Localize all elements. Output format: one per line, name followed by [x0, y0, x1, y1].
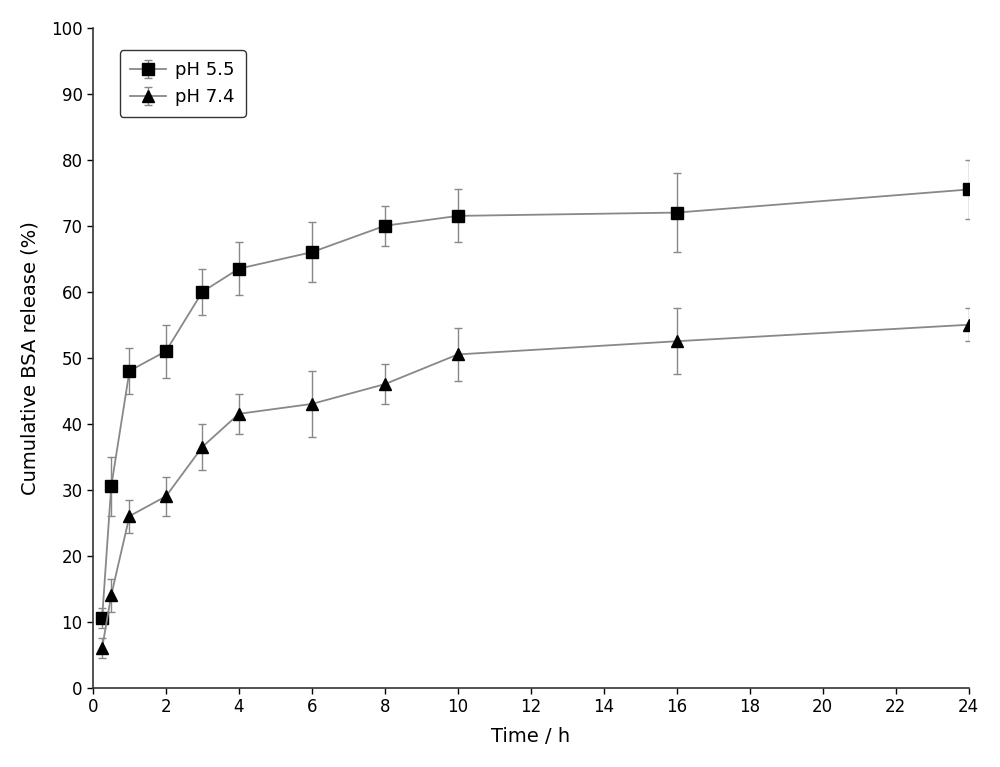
Legend: pH 5.5, pH 7.4: pH 5.5, pH 7.4	[120, 50, 246, 117]
Y-axis label: Cumulative BSA release (%): Cumulative BSA release (%)	[21, 221, 40, 495]
X-axis label: Time / h: Time / h	[491, 727, 570, 746]
